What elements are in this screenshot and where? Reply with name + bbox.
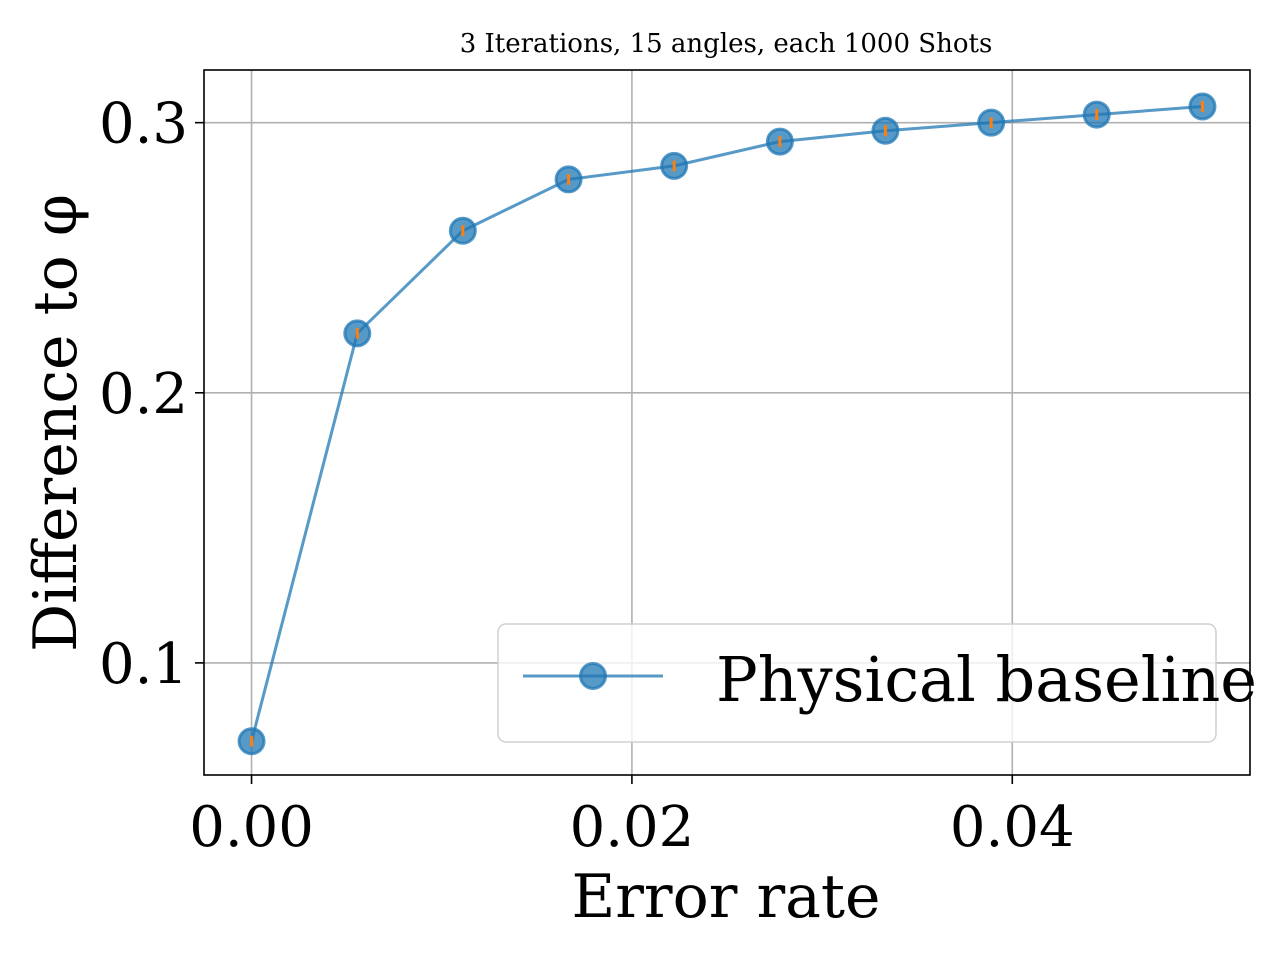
x-tick-label: 0.04	[950, 795, 1075, 860]
y-tick-label: 0.3	[99, 92, 188, 157]
x-axis-ticks: 0.00 0.02 0.04	[189, 775, 1075, 860]
legend-series-marker	[579, 662, 607, 690]
legend-box	[497, 623, 1217, 743]
chart-title: 3 Iterations, 15 angles, each 1000 Shots	[460, 29, 993, 59]
y-tick-label: 0.2	[99, 362, 188, 427]
x-axis-label: Error rate	[571, 862, 880, 932]
series-line	[250, 104, 1203, 742]
y-axis-label: Difference to φ	[21, 194, 91, 652]
series-line-group	[250, 104, 1203, 742]
plot-frame	[203, 69, 1251, 776]
y-axis-ticks: 0.1 0.2 0.3	[99, 92, 204, 697]
legend: Physical baseline	[497, 623, 1257, 743]
x-tick-label: 0.00	[189, 795, 314, 860]
legend-label: Physical baseline	[716, 643, 1257, 716]
y-tick-label: 0.1	[99, 632, 188, 697]
error-bars	[250, 101, 1204, 747]
x-tick-label: 0.02	[570, 795, 695, 860]
